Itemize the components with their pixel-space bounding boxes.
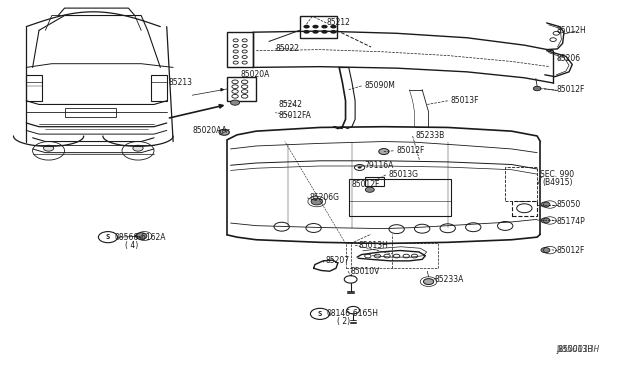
Text: 85233B: 85233B xyxy=(416,131,445,141)
Bar xyxy=(151,75,167,101)
Text: 85174P: 85174P xyxy=(556,217,585,226)
Text: 08146-6165H: 08146-6165H xyxy=(326,310,378,318)
Text: 85022: 85022 xyxy=(275,44,300,53)
Text: 85090M: 85090M xyxy=(365,81,396,90)
Text: 85233A: 85233A xyxy=(435,275,465,284)
Text: 85020AA: 85020AA xyxy=(192,126,227,135)
Text: 85012F: 85012F xyxy=(352,180,380,189)
Text: 85012H: 85012H xyxy=(556,26,586,35)
Circle shape xyxy=(321,30,328,34)
Bar xyxy=(227,32,253,67)
Circle shape xyxy=(321,25,328,29)
Text: S: S xyxy=(106,234,110,240)
Text: J850013H: J850013H xyxy=(556,344,593,353)
Circle shape xyxy=(330,30,337,34)
Text: 85013F: 85013F xyxy=(451,96,479,105)
Circle shape xyxy=(312,30,319,34)
Text: 85012F: 85012F xyxy=(556,85,585,94)
Text: (B4915): (B4915) xyxy=(542,178,573,187)
Text: 85242: 85242 xyxy=(278,100,303,109)
Circle shape xyxy=(330,25,337,29)
Text: 85212: 85212 xyxy=(326,19,350,28)
Text: S: S xyxy=(318,311,322,317)
Text: 85213: 85213 xyxy=(168,78,192,87)
Text: 85012F: 85012F xyxy=(397,146,425,155)
Circle shape xyxy=(230,100,239,105)
Bar xyxy=(365,177,384,186)
Circle shape xyxy=(379,148,389,154)
Circle shape xyxy=(136,233,147,239)
Text: 85013H: 85013H xyxy=(358,241,388,250)
Circle shape xyxy=(133,145,143,151)
Text: 85020A: 85020A xyxy=(240,70,269,79)
Bar xyxy=(505,167,537,201)
Text: ( 2): ( 2) xyxy=(337,317,350,326)
Circle shape xyxy=(365,187,374,192)
Circle shape xyxy=(424,279,434,285)
Text: 85207: 85207 xyxy=(325,256,349,264)
Text: 85013G: 85013G xyxy=(389,170,419,179)
Text: J850013H: J850013H xyxy=(556,344,599,353)
Text: 85206: 85206 xyxy=(556,54,580,62)
Circle shape xyxy=(311,198,323,205)
Circle shape xyxy=(312,25,319,29)
Circle shape xyxy=(303,25,310,29)
Text: ( 4): ( 4) xyxy=(125,241,138,250)
Text: 85012F: 85012F xyxy=(556,246,585,255)
Circle shape xyxy=(358,166,362,169)
Bar xyxy=(346,243,438,267)
Circle shape xyxy=(541,247,550,253)
Text: 85010V: 85010V xyxy=(351,267,380,276)
Circle shape xyxy=(44,145,54,151)
Circle shape xyxy=(219,129,229,135)
Bar xyxy=(349,179,451,216)
Circle shape xyxy=(303,30,310,34)
Text: 85050: 85050 xyxy=(556,200,580,209)
Bar xyxy=(511,201,537,216)
Text: 85012FA: 85012FA xyxy=(278,111,312,120)
Text: 08566-6162A: 08566-6162A xyxy=(115,233,166,243)
Text: SEC. 990: SEC. 990 xyxy=(540,170,575,179)
Circle shape xyxy=(533,86,541,91)
Circle shape xyxy=(541,202,550,207)
Bar xyxy=(65,108,116,117)
Bar xyxy=(227,77,256,101)
Circle shape xyxy=(541,218,550,223)
Text: 85206G: 85206G xyxy=(309,193,339,202)
Text: 79116A: 79116A xyxy=(365,161,394,170)
Bar xyxy=(300,16,337,38)
Bar xyxy=(26,75,42,101)
